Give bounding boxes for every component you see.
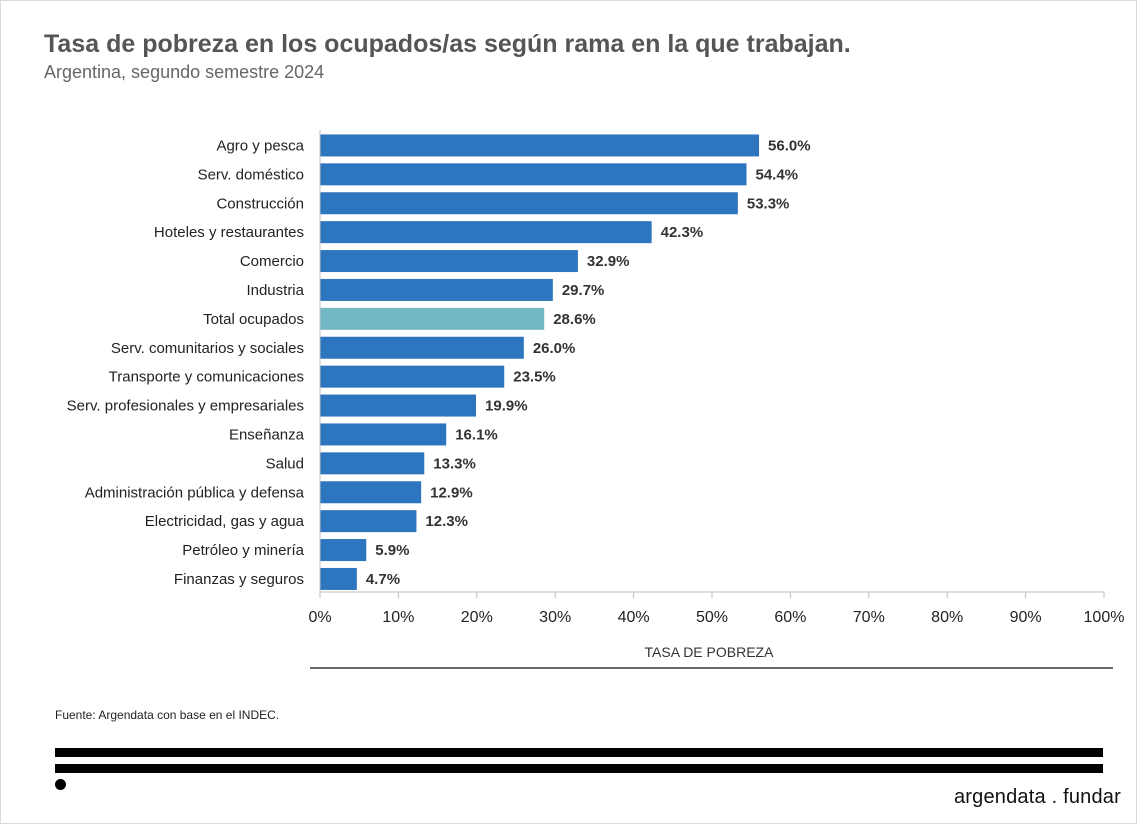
bar	[320, 336, 524, 359]
bar	[320, 567, 357, 590]
category-label: Electricidad, gas y agua	[145, 513, 305, 530]
brand-stripe-top	[55, 748, 1103, 757]
data-label: 28.6%	[553, 311, 596, 328]
bar	[320, 221, 652, 244]
category-label: Enseñanza	[229, 426, 305, 443]
bar	[320, 134, 760, 157]
data-label: 53.3%	[747, 195, 790, 212]
data-label: 54.4%	[755, 166, 798, 183]
category-label: Agro y pesca	[216, 137, 304, 154]
category-label: Administración pública y defensa	[85, 484, 305, 501]
chart-title: Tasa de pobreza en los ocupados/as según…	[44, 30, 851, 58]
category-label: Finanzas y seguros	[174, 571, 304, 588]
chart-subtitle: Argentina, segundo semestre 2024	[44, 62, 325, 82]
x-tick-label: 20%	[461, 609, 493, 626]
brand-logo: argendata . fundar	[953, 786, 1121, 808]
x-axis-title: TASA DE POBREZA	[645, 644, 775, 660]
category-label: Salud	[266, 455, 304, 472]
brand-stripe-bottom	[55, 764, 1103, 773]
data-label: 19.9%	[485, 398, 528, 415]
bar	[320, 481, 422, 504]
category-label: Hoteles y restaurantes	[154, 224, 304, 241]
bar	[320, 250, 578, 273]
bar	[320, 278, 553, 301]
data-label: 26.0%	[533, 340, 576, 357]
category-label: Total ocupados	[203, 311, 304, 328]
category-label: Serv. doméstico	[198, 166, 304, 183]
category-label: Comercio	[240, 253, 304, 270]
x-tick-label: 50%	[696, 609, 728, 626]
x-tick-label: 0%	[308, 609, 331, 626]
data-label: 23.5%	[513, 369, 556, 386]
bar	[320, 539, 367, 562]
bar	[320, 192, 738, 215]
category-label: Serv. comunitarios y sociales	[111, 340, 304, 357]
bar	[320, 365, 505, 388]
data-label: 13.3%	[433, 455, 476, 472]
data-label: 12.3%	[425, 513, 468, 530]
data-label: 4.7%	[366, 571, 400, 588]
data-label: 5.9%	[375, 542, 409, 559]
data-label: 12.9%	[430, 484, 473, 501]
bar	[320, 423, 447, 446]
bar-chart: Agro y pesca 56.0% Serv. doméstico 54.4% Con…	[67, 130, 1125, 669]
x-tick-label: 100%	[1084, 609, 1125, 626]
category-label: Construcción	[216, 195, 304, 212]
category-label: Petróleo y minería	[182, 542, 304, 559]
x-tick-label: 40%	[618, 609, 650, 626]
bar	[320, 510, 417, 533]
brand-dot	[55, 779, 66, 790]
source-note: Fuente: Argendata con base en el INDEC.	[55, 708, 280, 722]
x-tick-label: 10%	[382, 609, 414, 626]
data-label: 29.7%	[562, 282, 605, 299]
data-label: 16.1%	[455, 426, 498, 443]
data-label: 56.0%	[768, 137, 811, 154]
data-label: 42.3%	[661, 224, 704, 241]
x-tick-label: 60%	[774, 609, 806, 626]
bar	[320, 452, 425, 475]
bar	[320, 394, 477, 417]
x-tick-label: 90%	[1010, 609, 1042, 626]
category-label: Serv. profesionales y empresariales	[67, 398, 304, 415]
x-tick-label: 80%	[931, 609, 963, 626]
x-tick-label: 70%	[853, 609, 885, 626]
bar	[320, 307, 545, 330]
x-tick-label: 30%	[539, 609, 571, 626]
category-label: Transporte y comunicaciones	[109, 369, 304, 386]
data-label: 32.9%	[587, 253, 630, 270]
bar	[320, 163, 747, 186]
category-label: Industria	[246, 282, 304, 299]
